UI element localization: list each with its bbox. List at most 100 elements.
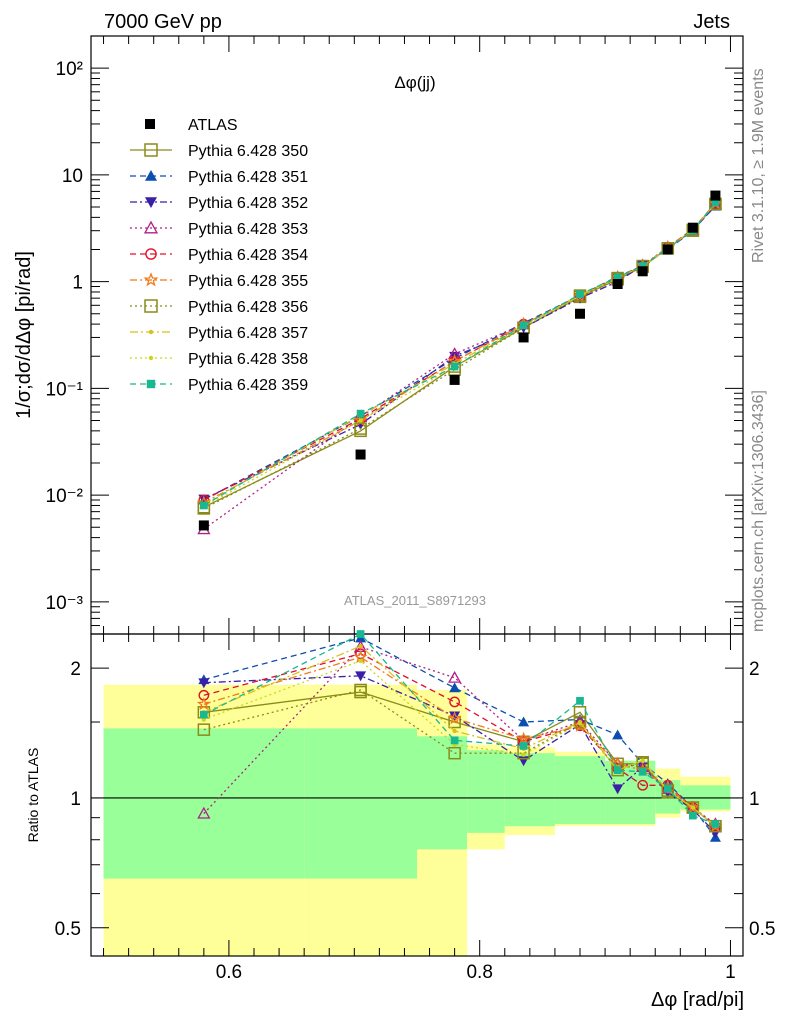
series-marker	[197, 723, 211, 736]
legend-atlas-label: ATLAS	[188, 117, 238, 134]
series-marker	[576, 290, 584, 299]
series-marker	[355, 648, 366, 660]
rivet-version-label: Rivet 3.1.10, ≥ 1.9M events	[750, 68, 767, 263]
main-series-line	[203, 202, 716, 507]
series-marker	[148, 355, 154, 361]
series-marker	[196, 696, 211, 711]
series-marker	[612, 729, 624, 740]
legend-atlas-marker	[145, 119, 155, 129]
series-marker	[521, 752, 526, 757]
series-marker	[519, 321, 528, 330]
ratio-y-tick-label-left: 1	[70, 789, 81, 810]
atlas-data-point	[449, 374, 460, 385]
series-marker	[354, 422, 367, 435]
legend-label: Pythia 6.428 357	[188, 325, 308, 342]
series-marker	[143, 272, 159, 287]
series-marker	[577, 721, 583, 726]
series-marker	[519, 742, 528, 750]
series-marker	[663, 784, 672, 793]
legend-label: Pythia 6.428 358	[188, 351, 308, 368]
ratio-y-tick-label-right: 0.5	[749, 919, 775, 940]
series-marker	[146, 379, 156, 389]
series-marker	[685, 800, 700, 814]
series-marker	[638, 262, 647, 270]
x-tick-label: 1	[725, 962, 736, 983]
series-marker	[711, 820, 720, 828]
series-marker	[452, 728, 457, 734]
series-marker	[573, 289, 587, 302]
series-marker	[690, 805, 696, 810]
series-marker	[688, 811, 697, 820]
series-marker	[449, 696, 460, 708]
series-marker	[355, 671, 367, 682]
ratio-y-tick-label-right: 1	[749, 789, 760, 810]
series-marker	[449, 682, 461, 693]
main-y-tick-label: 10²	[56, 59, 83, 80]
series-marker	[144, 143, 158, 157]
ratio-uncertainty-bands	[103, 684, 731, 956]
green-band-bin	[504, 753, 555, 827]
main-y-axis-label: 1/σ;dσ/dΔφ [pi/rad]	[13, 251, 35, 419]
series-marker	[613, 273, 622, 282]
atlas-data-point	[710, 190, 721, 201]
series-marker	[448, 347, 462, 360]
atlas-data-point	[518, 332, 529, 343]
series-marker	[143, 220, 159, 234]
header-right-label: Jets	[693, 11, 730, 33]
series-marker	[612, 784, 624, 795]
legend-label: Pythia 6.428 355	[188, 273, 308, 290]
ratio-series-line	[203, 637, 716, 838]
series-marker	[450, 736, 459, 745]
atlas-data-point	[575, 308, 585, 319]
x-axis-label: Δφ [rad/pi]	[651, 989, 744, 1011]
ratio-series-line	[203, 656, 716, 827]
legend-label: Pythia 6.428 354	[188, 247, 308, 264]
mcplots-label: mcplots.cern.ch [arXiv:1306.3436]	[750, 390, 767, 632]
legend-label: Pythia 6.428 356	[188, 299, 308, 316]
main-y-tick-label: 10⁻²	[46, 486, 84, 507]
main-series-line	[203, 203, 716, 510]
legend-label: Pythia 6.428 350	[188, 143, 308, 160]
series-marker	[610, 756, 625, 770]
ratio-series-line	[203, 633, 716, 825]
series-marker	[199, 710, 208, 719]
series-marker	[448, 670, 462, 683]
ratio-plot-frame	[90, 633, 744, 957]
ratio-y-tick-label-left: 2	[70, 659, 81, 680]
ratio-series-line	[203, 653, 716, 827]
series-marker	[358, 658, 363, 663]
green-band-bin	[467, 750, 505, 833]
header-left-label: 7000 GeV pp	[104, 11, 222, 33]
x-tick-label: 0.8	[466, 962, 492, 983]
atlas-data-point	[687, 222, 698, 233]
series-marker	[516, 731, 531, 745]
legend: ATLAS Pythia 6.428 350 Pythia 6.428 351 Pyt…	[130, 117, 308, 394]
series-marker	[197, 806, 211, 819]
series-marker	[148, 329, 154, 335]
green-band-bin	[103, 728, 305, 879]
series-marker	[448, 746, 461, 760]
x-tick-label: 0.6	[216, 962, 242, 983]
legend-label: Pythia 6.428 351	[188, 169, 308, 186]
series-marker	[708, 818, 723, 833]
ratio-y-tick-label-left: 0.5	[55, 919, 81, 940]
legend-label: Pythia 6.428 353	[188, 221, 308, 238]
atlas-data-point	[637, 266, 648, 277]
ratio-series-line	[203, 660, 716, 827]
main-y-tick-label: 10⁻³	[46, 593, 84, 614]
main-plot-title: Δφ(jj)	[394, 73, 435, 92]
series-marker	[638, 767, 647, 776]
series-marker	[637, 779, 649, 791]
series-marker	[518, 716, 530, 727]
axes-layer: 10⁻³ 10⁻² 10⁻¹ 1 10 10² 0.5 0.5 1 1 2 2 0.6 0.8 1	[46, 35, 775, 983]
series-layer	[196, 190, 723, 842]
main-y-tick-label: 10⁻¹	[46, 379, 84, 400]
series-marker	[354, 683, 367, 697]
ratio-series-line	[203, 645, 716, 827]
legend-label: Pythia 6.428 352	[188, 195, 308, 212]
green-band-bin	[304, 728, 417, 879]
series-marker	[640, 758, 645, 763]
analysis-watermark: ATLAS_2011_S8971293	[344, 593, 486, 608]
